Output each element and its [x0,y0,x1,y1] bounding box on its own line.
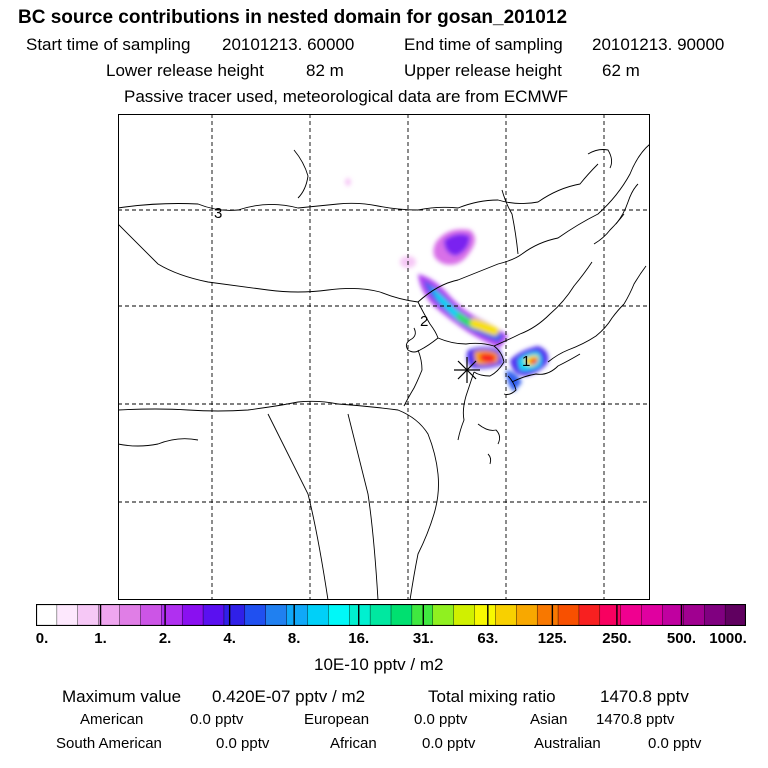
colorbar-cell [724,604,746,626]
colorbar-tick-label: 250. [602,630,632,647]
colorbar-tick-label: 4. [223,630,236,647]
colorbar-cell [349,604,371,626]
tracer-note: Passive tracer used, meteorological data… [124,87,569,106]
max-value-label: Maximum value [62,687,182,706]
colorbar-cell [181,604,204,626]
colorbar-cell [140,604,163,626]
colorbar-cell [578,604,601,626]
colorbar-cell [683,604,706,626]
colorbar-tick-label: 2. [158,630,172,647]
colorbar-cell [390,604,413,626]
lower-height-value: 82 m [306,61,344,80]
source-name-african: African [330,735,377,752]
region-label-3: 3 [214,205,222,222]
colorbar-cell [662,604,685,626]
colorbar-cell [369,604,392,626]
total-mixing-value: 1470.8 pptv [600,687,689,706]
colorbar-tick-label: 31. [412,630,434,647]
colorbar-cell [453,604,476,626]
colorbar-tick-label: 0. [35,630,49,647]
colorbar-cell [516,604,538,626]
colorbar-cell [77,604,100,626]
colorbar-unit: 10E-10 pptv / m2 [314,655,444,674]
start-time-value: 20101213. 60000 [222,35,355,54]
end-time-label: End time of sampling [404,35,563,54]
colorbar-tick-label: 1000. [709,630,747,647]
lower-height-label: Lower release height [106,61,264,80]
upper-height-value: 62 m [602,61,640,80]
colorbar-tick-label: 63. [477,630,499,647]
source-name-american: American [80,711,144,728]
colorbar-cell [265,604,288,626]
colorbar-cell [307,604,330,626]
colorbar-cell [244,604,267,626]
lat-lon-grid [118,114,650,600]
map-panel: 3 2 1 [118,114,650,600]
start-time-label: Start time of sampling [26,35,191,54]
source-name-south-american: South American [56,735,162,752]
upper-height-label: Upper release height [404,61,562,80]
colorbar-cell [36,604,58,626]
colorbar-tick-label: 500. [666,630,697,647]
source-value-south-american: 0.0 pptv [216,735,270,752]
colorbar-cell [328,604,351,626]
colorbar-cell [474,604,497,626]
colorbar-cell [641,604,664,626]
colorbar-cell [286,604,309,626]
colorbar [36,604,746,626]
region-label-2: 2 [420,313,428,330]
colorbar-cell [599,604,622,626]
colorbar-tick-label: 8. [287,630,301,647]
colorbar-tick-label: 125. [537,630,567,647]
total-mixing-label: Total mixing ratio [428,687,556,706]
star-marker-icon [454,357,480,383]
max-value: 0.420E-07 pptv / m2 [212,687,366,706]
source-name-european: European [304,711,370,728]
source-value-asian: 1470.8 pptv [596,711,675,728]
region-label-1: 1 [522,353,530,370]
colorbar-tick-label: 1. [94,630,107,647]
source-value-african: 0.0 pptv [422,735,476,752]
map-frame [118,114,650,600]
colorbar-cell [202,604,225,626]
source-value-american: 0.0 pptv [190,711,244,728]
colorbar-cell [119,604,142,626]
source-name-asian: Asian [530,711,568,728]
colorbar-cell [223,604,246,626]
colorbar-cell [98,604,121,626]
colorbar-cell [557,604,580,626]
colorbar-cell [620,604,643,626]
colorbar-cell [56,604,79,626]
source-value-australian: 0.0 pptv [648,735,702,752]
source-value-european: 0.0 pptv [414,711,468,728]
colorbar-cell [536,604,559,626]
end-time-value: 20101213. 90000 [592,35,725,54]
source-name-australian: Australian [534,735,601,752]
figure-title: BC source contributions in nested domain… [18,7,568,28]
colorbar-cell [704,604,726,626]
colorbar-cell [432,604,455,626]
colorbar-tick-label: 16. [348,630,370,647]
colorbar-cell [495,604,518,626]
